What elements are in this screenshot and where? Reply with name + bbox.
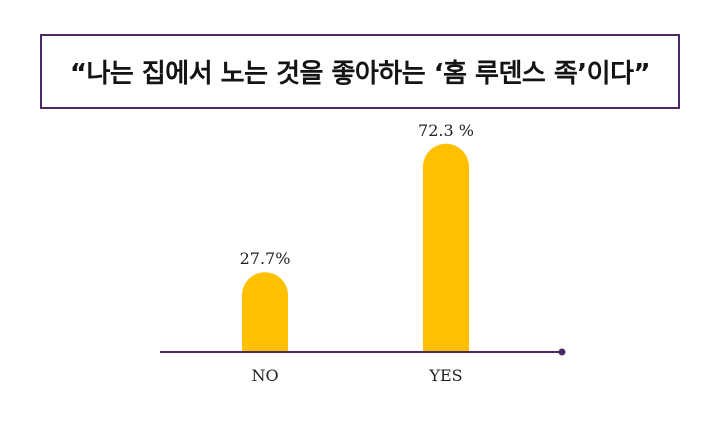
category-label-no: NO: [251, 366, 278, 385]
category-label-yes: YES: [428, 366, 462, 385]
labels-group: 27.7% NO 72.3 % YES: [240, 121, 474, 385]
x-axis-end-dot: [558, 348, 566, 356]
bar-yes: [423, 143, 469, 352]
value-label-no: 27.7%: [240, 249, 291, 268]
title-box: “나는 집에서 노는 것을 좋아하는 ‘홈 루덴스 족’이다”: [40, 34, 680, 109]
value-label-yes: 72.3 %: [418, 121, 474, 140]
chart-title: “나는 집에서 노는 것을 좋아하는 ‘홈 루덴스 족’이다”: [69, 59, 651, 89]
bar-no: [242, 272, 288, 352]
bars-group: [242, 143, 469, 352]
